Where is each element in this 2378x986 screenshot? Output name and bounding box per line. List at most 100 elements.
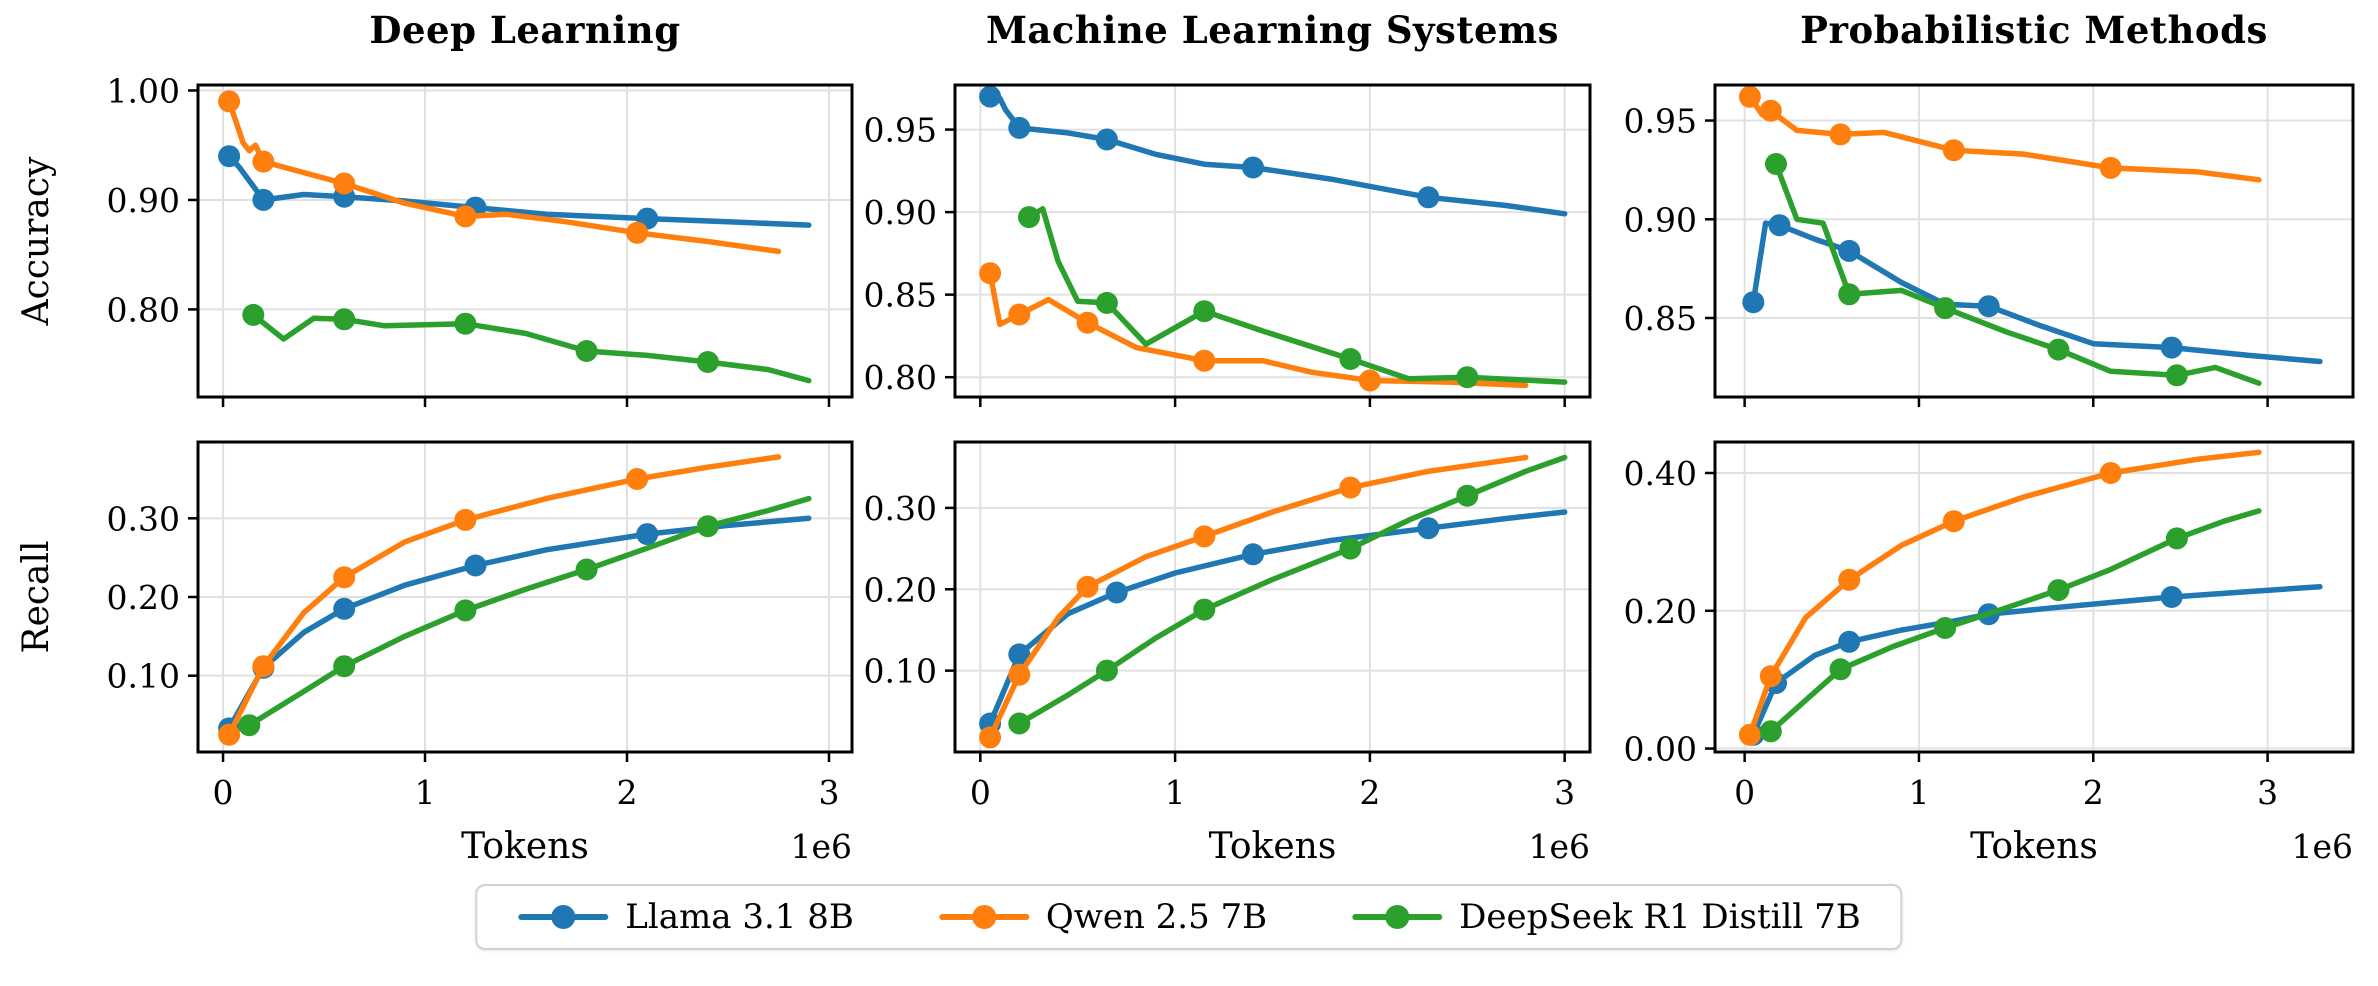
series-marker-llama-3-1-8b [636, 523, 659, 546]
chart-machine-learning-systems-accuracy: 0.95 0.90 0.85 0.80 [864, 83, 1592, 407]
x-tick-label: 1 [1908, 773, 1929, 812]
series-marker-qwen-2-5-7b [333, 172, 356, 195]
plot-frame [1713, 440, 2355, 754]
series-marker-qwen-2-5-7b [1829, 123, 1852, 146]
series-line-deepseek-r1-distill-7b [1026, 206, 1568, 385]
series-marker-deepseek-r1-distill-7b [242, 303, 265, 326]
series-marker-llama-3-1-8b [1838, 239, 1861, 262]
series-marker-llama-3-1-8b [1977, 295, 2000, 318]
series-marker-llama-3-1-8b [1105, 581, 1128, 604]
x-axis-label: Tokens [1970, 826, 2098, 867]
y-tick-label: 0.95 [1624, 102, 1697, 141]
y-tick-label: 0.30 [107, 499, 180, 538]
series-marker-deepseek-r1-distill-7b [575, 340, 598, 362]
series-marker-deepseek-r1-distill-7b [1456, 366, 1479, 389]
chart-title-machine-learning-systems: Machine Learning Systems [985, 8, 1560, 52]
y-tick-label: 0.00 [1624, 730, 1697, 769]
y-tick-label: 0.85 [1624, 299, 1697, 338]
legend-label-qwen: Qwen 2.5 7B [1045, 897, 1268, 937]
series-marker-llama-3-1-8b [2160, 336, 2183, 359]
series-marker-qwen-2-5-7b [1942, 510, 1965, 533]
x-axis-offset-label: 1e6 [1528, 827, 1590, 866]
series-marker-qwen-2-5-7b [1942, 139, 1965, 162]
series-marker-deepseek-r1-distill-7b [454, 599, 477, 622]
plot-frame [953, 440, 1592, 754]
series-marker-deepseek-r1-distill-7b [1008, 712, 1031, 735]
x-tick-label: 0 [970, 773, 991, 812]
legend: Llama 3.1 8B Qwen 2.5 7B DeepSeek R1 Dis… [475, 884, 1903, 950]
series-marker-deepseek-r1-distill-7b [333, 655, 356, 678]
series-marker-deepseek-r1-distill-7b [2165, 364, 2188, 387]
series-line-llama-3-1-8b [226, 515, 812, 732]
legend-swatch-llama-icon [518, 905, 609, 929]
series-marker-llama-3-1-8b [1242, 156, 1264, 179]
x-tick-label: 0 [1734, 773, 1755, 812]
series-line-qwen-2-5-7b [226, 98, 782, 255]
series-marker-deepseek-r1-distill-7b [1934, 617, 1957, 639]
series-marker-qwen-2-5-7b [1759, 665, 1782, 688]
series-marker-qwen-2-5-7b [1193, 349, 1216, 372]
y-tick-label: 0.95 [864, 111, 937, 150]
series-marker-qwen-2-5-7b [454, 508, 477, 531]
series-marker-llama-3-1-8b [464, 554, 487, 577]
y-tick-label: 0.30 [864, 489, 937, 528]
y-tick-label: 0.20 [864, 570, 937, 609]
series-marker-qwen-2-5-7b [1193, 525, 1216, 548]
series-marker-qwen-2-5-7b [1738, 723, 1761, 746]
series-marker-deepseek-r1-distill-7b [1193, 598, 1216, 621]
series-marker-qwen-2-5-7b [1076, 575, 1099, 598]
x-axis-label: Tokens [461, 826, 589, 867]
series-marker-deepseek-r1-distill-7b [333, 308, 356, 331]
series-marker-qwen-2-5-7b [2099, 156, 2122, 179]
series-marker-qwen-2-5-7b [1738, 85, 1761, 108]
series-marker-deepseek-r1-distill-7b [696, 515, 719, 538]
chart-deep-learning-recall: 0 1 2 3 0.30 0.20 0.10 Tokens 1e6 [107, 440, 854, 867]
series-marker-qwen-2-5-7b [454, 205, 477, 228]
series-marker-llama-3-1-8b [1742, 291, 1765, 314]
y-tick-label: 0.10 [864, 652, 937, 691]
series-marker-qwen-2-5-7b [218, 90, 241, 113]
y-tick-label: 0.40 [1624, 454, 1697, 493]
series-marker-qwen-2-5-7b [1008, 663, 1031, 686]
legend-swatch-qwen-icon [938, 905, 1029, 929]
series-marker-deepseek-r1-distill-7b [1838, 283, 1861, 306]
series-marker-deepseek-r1-distill-7b [1339, 537, 1362, 560]
y-tick-label: 0.80 [864, 358, 937, 397]
series-marker-deepseek-r1-distill-7b [1829, 658, 1852, 681]
series-marker-deepseek-r1-distill-7b [1339, 348, 1362, 370]
series-marker-llama-3-1-8b [252, 188, 275, 211]
chart-title-probabilistic-methods: Probabilistic Methods [1800, 8, 2268, 52]
chart-probabilistic-methods-accuracy: 0.95 0.90 0.85 [1624, 83, 2355, 407]
series-marker-qwen-2-5-7b [252, 150, 275, 173]
series-marker-llama-3-1-8b [1417, 517, 1440, 540]
legend-swatch-deepseek-icon [1352, 905, 1443, 929]
series-marker-deepseek-r1-distill-7b [2165, 527, 2188, 550]
y-tick-label: 0.10 [107, 657, 180, 696]
series-marker-llama-3-1-8b [1838, 630, 1861, 653]
series-marker-llama-3-1-8b [1008, 643, 1031, 666]
chart-deep-learning-accuracy: 1.00 0.90 0.80 [107, 71, 854, 407]
x-tick-label: 0 [213, 773, 234, 812]
series-line-qwen-2-5-7b [226, 454, 782, 738]
x-tick-label: 3 [1554, 773, 1575, 812]
legend-item-qwen: Qwen 2.5 7B [938, 897, 1267, 937]
x-axis-label: Tokens [1209, 826, 1337, 867]
y-tick-label: 0.90 [864, 193, 937, 232]
series-marker-qwen-2-5-7b [1339, 476, 1362, 499]
plot-frame [1713, 83, 2355, 399]
series-marker-llama-3-1-8b [979, 85, 1002, 108]
series-marker-deepseek-r1-distill-7b [454, 312, 477, 335]
legend-item-llama: Llama 3.1 8B [517, 897, 854, 937]
series-marker-llama-3-1-8b [1095, 128, 1118, 151]
series-marker-deepseek-r1-distill-7b [1193, 300, 1216, 323]
chart-machine-learning-systems-recall: 0 1 2 3 0.30 0.20 0.10 Tokens 1e6 [864, 440, 1592, 867]
series-marker-llama-3-1-8b [333, 597, 356, 620]
chart-title-deep-learning: Deep Learning [369, 8, 681, 52]
x-tick-label: 1 [415, 773, 436, 812]
y-tick-label: 1.00 [107, 71, 180, 110]
series-line-deepseek-r1-distill-7b [1768, 508, 2262, 735]
series-marker-deepseek-r1-distill-7b [1765, 153, 1787, 175]
legend-label-llama: Llama 3.1 8B [625, 897, 854, 937]
series-marker-deepseek-r1-distill-7b [696, 351, 719, 373]
